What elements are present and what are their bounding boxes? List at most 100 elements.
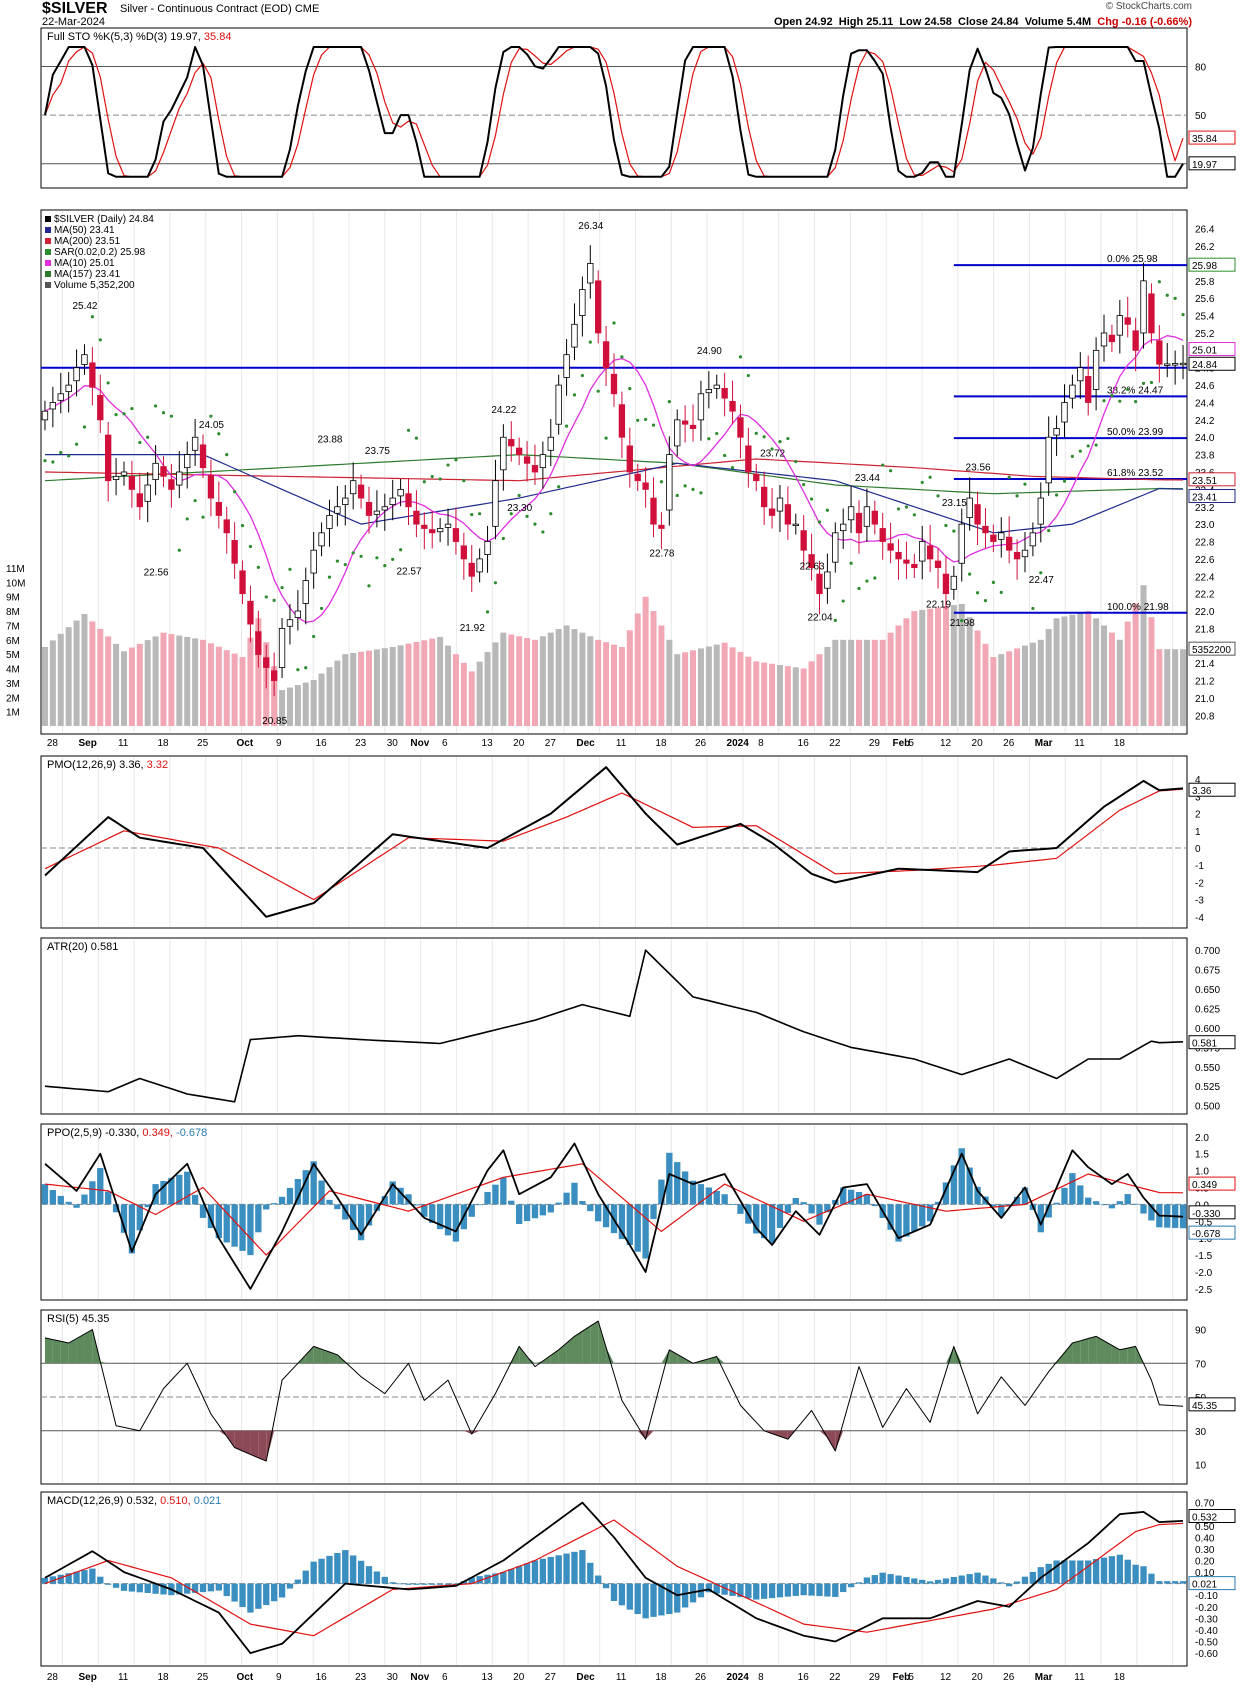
macd-hist-bar [737, 1583, 744, 1598]
candle [745, 427, 752, 488]
x-axis-tick: 2024 [727, 738, 750, 749]
ppo-hist-bar [508, 1200, 515, 1205]
ppo-hist-bar [626, 1204, 633, 1245]
fib-label: 100.0% 21.98 [1107, 602, 1169, 613]
volume-bar [784, 666, 791, 726]
price-ytick: 25.4 [1195, 312, 1215, 323]
sar-dot [975, 591, 980, 595]
sar-dot [580, 373, 584, 378]
sar-dot [1039, 571, 1043, 575]
volume-bar [334, 660, 341, 726]
candle-body [879, 528, 886, 542]
macd-ytick: 0.50 [1195, 1522, 1215, 1533]
macd-hist-bar [595, 1575, 602, 1584]
sar-dot [873, 576, 877, 580]
volume-bar [128, 647, 135, 726]
sar-dot [572, 393, 577, 397]
ppo-hist-bar [373, 1204, 381, 1211]
candle [618, 391, 626, 459]
candle [508, 421, 515, 462]
macd-hist-bar [255, 1583, 262, 1609]
pmo-ytick: 0 [1195, 844, 1201, 855]
macd-hist-bar [761, 1583, 768, 1599]
price-annotation: 23.44 [855, 473, 880, 484]
macd-hist-bar [160, 1583, 167, 1595]
price-ytick: 23.2 [1195, 503, 1215, 514]
candle [342, 485, 349, 526]
candle [255, 610, 262, 668]
candle-body [65, 384, 72, 393]
macd-hist-bar [832, 1583, 839, 1597]
candle-body [998, 532, 1005, 540]
ppo-hist-bar [397, 1187, 404, 1205]
pmo-panel-frame [40, 755, 1188, 929]
bottom-x-axis-tick: 13 [482, 1672, 494, 1683]
ppo-hist-bar [895, 1204, 902, 1242]
ppo-hist-bar [294, 1179, 302, 1205]
volume-bar [326, 667, 333, 726]
candle-body [768, 508, 776, 516]
candle-body [105, 434, 112, 482]
candle-body [184, 454, 191, 469]
rsi-overbought-fill [329, 1352, 338, 1364]
x-axis-tick: 26 [695, 738, 707, 749]
candle-body [784, 504, 792, 525]
ppo-hist-bar [887, 1204, 894, 1230]
candle [97, 374, 104, 433]
ppo-hist-bar [990, 1204, 997, 1207]
ppo-hist-bar [81, 1194, 88, 1205]
ppo-hist-bar [713, 1190, 720, 1205]
sar-dot [525, 514, 529, 518]
x-axis-tick: 11 [616, 738, 627, 749]
candle [1013, 539, 1021, 580]
candle-body [650, 497, 657, 525]
volume-bar [81, 613, 88, 726]
candle [650, 477, 657, 538]
volume-bar [113, 643, 120, 726]
candle-body [515, 447, 523, 456]
candle-body [255, 631, 262, 655]
volume-bar [1124, 621, 1131, 726]
candle-body [855, 512, 863, 534]
volume-ytick: 10M [6, 578, 25, 589]
candle [610, 353, 618, 407]
ppo-hist-bar [674, 1162, 681, 1205]
x-axis-tick: 30 [387, 738, 399, 749]
rsi-ytick: 90 [1195, 1326, 1207, 1337]
candle-body [49, 402, 57, 410]
ppo-hist-bar [429, 1204, 436, 1223]
ppo-hist-bar [176, 1174, 183, 1205]
sar-dot [1149, 380, 1154, 385]
ppo-legend: PPO(2,5,9) -0.330, 0.349, -0.678 [47, 1127, 207, 1139]
volume-bar [848, 639, 855, 726]
candle [136, 472, 143, 520]
candle [1140, 262, 1147, 349]
sar-dot [746, 373, 750, 378]
candle [681, 405, 689, 443]
price-legend-item: MA(200) 23.51 [54, 236, 121, 247]
macd-hist-bar [397, 1583, 404, 1585]
candle [310, 531, 317, 589]
candle-body [610, 373, 618, 395]
macd-hist-bar [1021, 1576, 1029, 1584]
candle [626, 427, 633, 488]
volume-bar [1132, 603, 1139, 726]
macd-hist-bar [966, 1574, 973, 1584]
candle-body [500, 436, 507, 471]
candle [215, 481, 222, 529]
price-ytick: 24.0 [1195, 433, 1215, 444]
ppo-ytick: 2.0 [1195, 1133, 1209, 1144]
candle [128, 460, 136, 508]
candle-body [816, 573, 823, 595]
volume-bar [105, 636, 112, 726]
candle [1021, 531, 1029, 573]
fib-label: 50.0% 23.99 [1107, 427, 1164, 438]
volume-bar [1053, 618, 1060, 726]
candle [879, 512, 886, 560]
candle-body [1124, 317, 1131, 325]
macd-hist-bar [1013, 1581, 1021, 1584]
candle [278, 617, 286, 678]
ohlc-summary: Open 24.92 High 25.11 Low 24.58 Close 24… [773, 16, 1192, 28]
macd-hist-bar [57, 1574, 64, 1584]
x-axis-tick: Mar [1035, 738, 1053, 749]
